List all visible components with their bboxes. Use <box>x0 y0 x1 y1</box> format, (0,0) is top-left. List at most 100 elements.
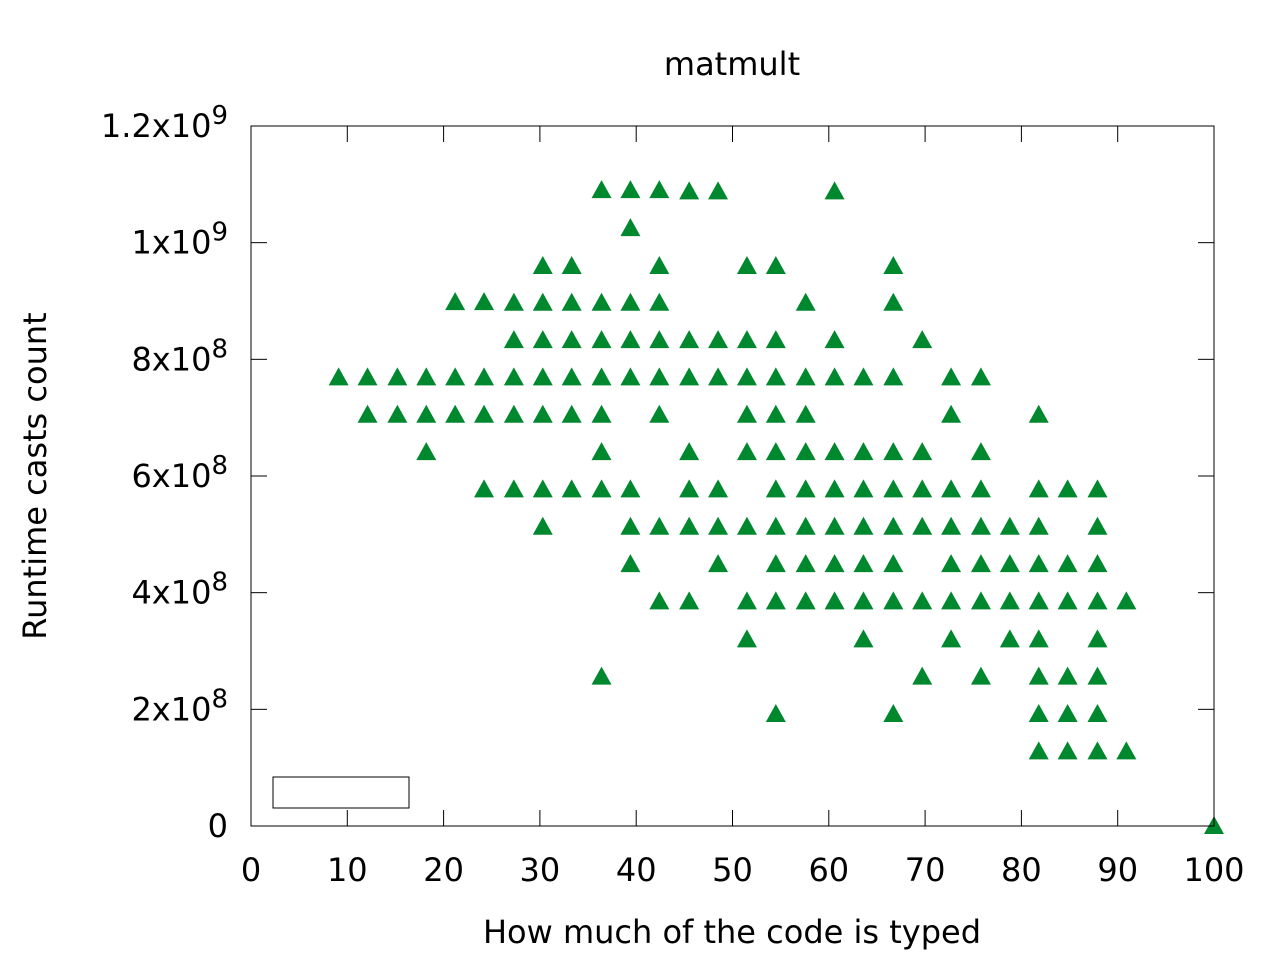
data-point <box>532 516 553 535</box>
data-point <box>679 479 700 498</box>
data-point <box>853 516 874 535</box>
data-point <box>503 479 524 498</box>
data-point <box>649 180 670 199</box>
data-point <box>941 554 962 573</box>
data-point <box>941 516 962 535</box>
data-point <box>824 181 845 200</box>
y-tick-label: 1.2x109 <box>101 101 228 145</box>
data-point <box>561 404 582 423</box>
data-point <box>649 256 670 274</box>
data-point <box>853 479 874 498</box>
y-tick-label: 0 <box>208 807 228 845</box>
data-point <box>941 591 962 610</box>
data-point <box>970 367 991 386</box>
data-point <box>1087 741 1108 760</box>
data-point <box>591 442 612 461</box>
data-point <box>561 256 582 274</box>
data-point <box>357 404 378 423</box>
data-point <box>1116 591 1137 610</box>
data-point <box>649 516 670 535</box>
data-point <box>736 591 757 610</box>
y-tick-label: 6x108 <box>131 451 228 495</box>
y-tick-label: 8x108 <box>131 334 228 378</box>
data-point <box>941 367 962 386</box>
data-point <box>736 256 757 274</box>
y-tick-label: 1x109 <box>131 218 228 262</box>
data-point <box>591 404 612 423</box>
data-point <box>708 516 729 535</box>
data-point <box>1028 704 1049 722</box>
data-point <box>474 404 495 423</box>
data-point <box>532 367 553 386</box>
data-point <box>795 292 816 311</box>
data-point <box>912 479 933 498</box>
data-point <box>765 404 786 423</box>
data-point <box>883 554 904 573</box>
data-point <box>708 554 729 573</box>
data-point <box>503 330 524 349</box>
data-point <box>1087 479 1108 498</box>
data-point <box>679 367 700 386</box>
data-point <box>649 330 670 349</box>
data-point <box>679 181 700 200</box>
data-point <box>765 554 786 573</box>
data-point <box>999 516 1020 535</box>
x-tick-label: 30 <box>520 851 561 889</box>
data-point <box>620 330 641 349</box>
x-tick-label: 0 <box>241 851 261 889</box>
data-point <box>503 367 524 386</box>
data-point <box>912 516 933 535</box>
data-point <box>824 591 845 610</box>
data-point <box>620 180 641 199</box>
data-point <box>649 591 670 610</box>
x-tick-label: 20 <box>423 851 464 889</box>
data-point <box>765 704 786 722</box>
data-point <box>824 554 845 573</box>
y-axis-title: Runtime casts count <box>16 312 54 639</box>
data-point <box>591 479 612 498</box>
data-point <box>795 591 816 610</box>
data-point <box>591 666 612 685</box>
data-point <box>1116 741 1137 760</box>
data-point <box>1028 404 1049 423</box>
y-tick-label: 2x108 <box>131 684 228 728</box>
data-point <box>1057 479 1078 498</box>
data-point <box>1028 741 1049 760</box>
data-point <box>561 479 582 498</box>
data-point <box>765 367 786 386</box>
data-point <box>1057 704 1078 722</box>
x-tick-label: 90 <box>1097 851 1138 889</box>
data-point <box>883 591 904 610</box>
data-point <box>532 292 553 311</box>
data-point <box>445 292 466 311</box>
data-point <box>620 292 641 311</box>
data-point <box>1087 554 1108 573</box>
data-point <box>999 554 1020 573</box>
data-point <box>970 516 991 535</box>
data-point <box>883 292 904 311</box>
legend-box <box>272 776 410 809</box>
data-point <box>765 479 786 498</box>
data-point <box>620 554 641 573</box>
data-point <box>416 367 437 386</box>
data-points <box>328 180 1224 834</box>
x-tick-label: 70 <box>905 851 946 889</box>
data-point <box>503 292 524 311</box>
data-point <box>883 479 904 498</box>
data-point <box>853 591 874 610</box>
data-point <box>970 442 991 461</box>
data-point <box>561 330 582 349</box>
data-point <box>474 367 495 386</box>
data-point <box>795 479 816 498</box>
x-tick-labels: 0 10 20 30 40 50 60 70 80 90 100 <box>241 851 1245 889</box>
data-point <box>1028 554 1049 573</box>
data-point <box>912 591 933 610</box>
data-point <box>1087 516 1108 535</box>
data-point <box>357 367 378 386</box>
data-point <box>416 404 437 423</box>
data-point <box>824 330 845 349</box>
x-tick-label: 60 <box>808 851 849 889</box>
data-point <box>1087 666 1108 685</box>
data-point <box>853 367 874 386</box>
data-point <box>591 180 612 199</box>
